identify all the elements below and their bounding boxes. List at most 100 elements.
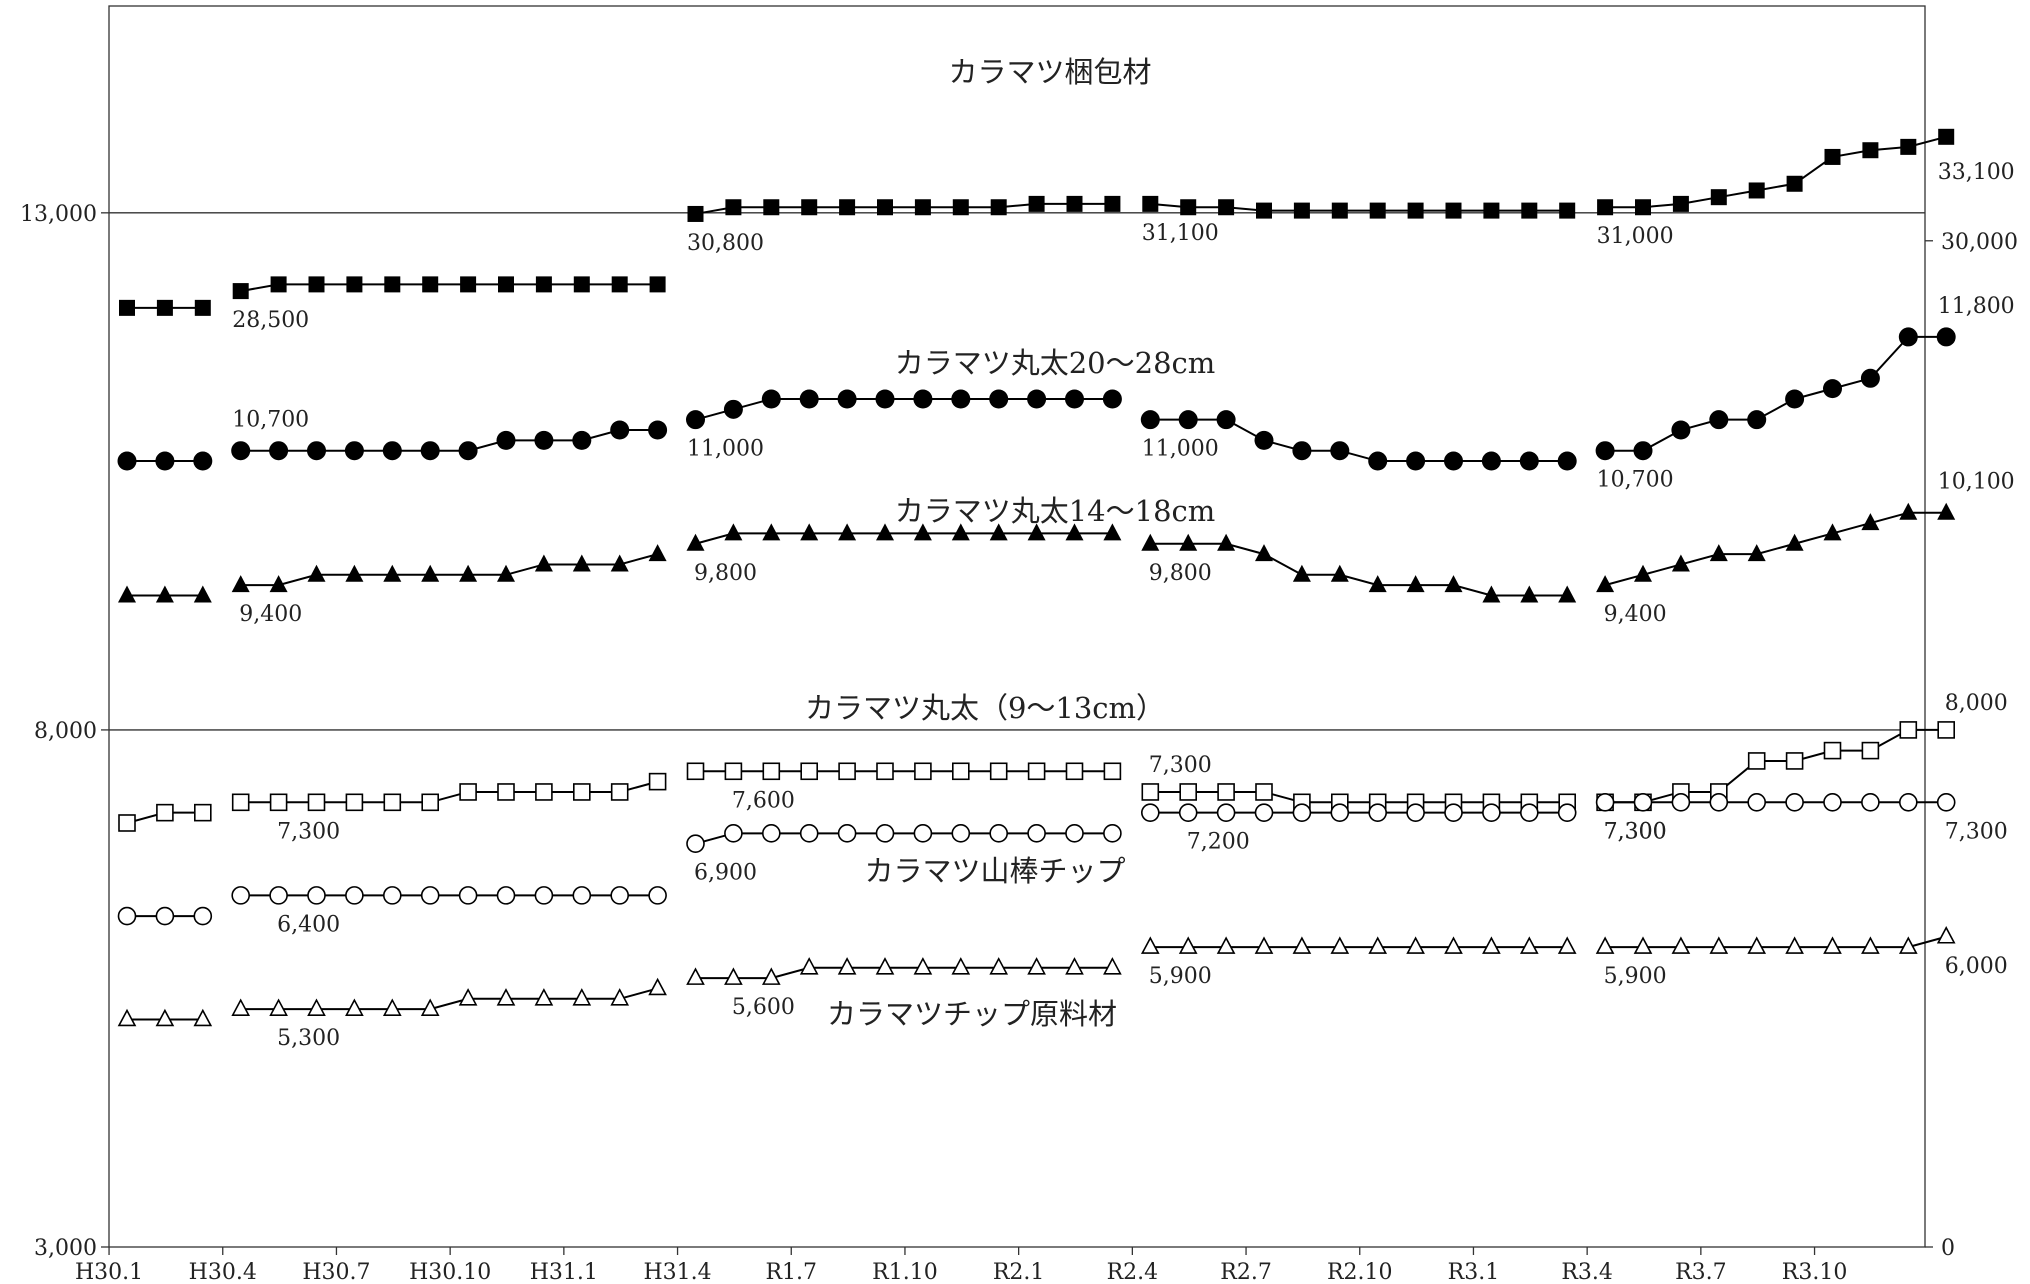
data-point xyxy=(913,957,933,975)
data-point xyxy=(686,967,705,985)
data-point xyxy=(1406,936,1425,954)
data-point xyxy=(1444,803,1463,822)
data-point xyxy=(990,199,1007,216)
data-point xyxy=(1255,544,1273,562)
data-point xyxy=(1747,752,1766,770)
data-point xyxy=(117,906,137,926)
data-point xyxy=(194,803,212,822)
data-point xyxy=(1330,936,1350,954)
data-point xyxy=(1444,936,1463,954)
data-label: 33,100 xyxy=(1938,160,2015,185)
data-point xyxy=(1862,142,1879,159)
data-point xyxy=(800,523,819,541)
data-point xyxy=(648,544,667,562)
data-label: 5,300 xyxy=(277,1026,340,1051)
data-point xyxy=(951,389,971,409)
data-point xyxy=(573,276,590,293)
data-point xyxy=(799,824,819,843)
data-label: 11,800 xyxy=(1938,294,2015,319)
data-point xyxy=(1292,803,1312,822)
data-label: 8,000 xyxy=(1945,691,2008,716)
data-point xyxy=(875,389,895,409)
data-point xyxy=(1633,793,1653,812)
data-point xyxy=(269,793,288,812)
data-point xyxy=(648,886,667,905)
data-point xyxy=(344,441,364,461)
left-axis-tick-label: 8,000 xyxy=(34,719,97,744)
series-line xyxy=(695,532,1113,545)
data-point xyxy=(1368,803,1387,822)
data-point xyxy=(1027,523,1046,541)
data-point xyxy=(1899,793,1918,812)
data-point xyxy=(1407,202,1424,219)
data-point xyxy=(762,762,781,781)
data-point xyxy=(1103,957,1122,975)
data-point xyxy=(1103,824,1122,843)
data-point xyxy=(270,276,287,293)
data-point xyxy=(837,824,857,843)
data-point xyxy=(1483,202,1500,219)
data-point xyxy=(1254,803,1274,822)
data-point xyxy=(723,399,743,419)
data-label: 7,300 xyxy=(1149,753,1212,778)
data-point xyxy=(989,824,1009,843)
data-point xyxy=(1027,957,1046,975)
data-point xyxy=(610,988,630,1006)
data-point xyxy=(648,420,668,440)
data-point xyxy=(913,389,933,409)
data-point xyxy=(1785,533,1804,551)
data-point xyxy=(1141,783,1160,801)
data-point xyxy=(1635,199,1651,216)
data-point xyxy=(1633,441,1653,461)
data-point xyxy=(801,199,818,216)
data-point xyxy=(534,430,554,450)
data-point xyxy=(1066,195,1083,212)
series-line xyxy=(1605,728,1947,804)
data-point xyxy=(1027,762,1046,781)
data-point xyxy=(118,585,136,603)
data-point xyxy=(458,988,478,1006)
data-point xyxy=(875,824,895,843)
data-label: 6,400 xyxy=(277,912,340,937)
series-name-label: カラマツチップ原料材 xyxy=(827,997,1117,1031)
data-point xyxy=(382,441,402,461)
x-axis-tick-label: R1.10 xyxy=(872,1260,938,1284)
data-point xyxy=(1178,803,1198,822)
data-point xyxy=(269,575,288,593)
data-point xyxy=(1785,752,1804,770)
data-point xyxy=(724,523,743,541)
data-point xyxy=(1217,783,1235,801)
data-point xyxy=(1671,793,1691,812)
series-line xyxy=(240,987,658,1011)
data-label: 5,600 xyxy=(732,995,795,1020)
x-axis-tick-label: R2.1 xyxy=(993,1260,1045,1284)
data-point xyxy=(534,554,553,572)
data-point xyxy=(307,886,326,905)
data-point xyxy=(1671,936,1691,954)
data-point xyxy=(1369,202,1386,219)
data-point xyxy=(307,564,326,582)
data-point xyxy=(1368,575,1387,593)
data-point xyxy=(345,886,364,905)
data-label: 31,000 xyxy=(1597,224,1674,249)
x-axis-tick-label: R3.1 xyxy=(1448,1260,1500,1284)
data-point xyxy=(1785,793,1804,812)
data-point xyxy=(1748,182,1765,199)
data-point xyxy=(1406,451,1426,471)
data-point xyxy=(497,564,515,582)
data-point xyxy=(1709,936,1729,954)
data-point xyxy=(1823,379,1842,399)
data-point xyxy=(155,451,175,471)
data-point xyxy=(1597,199,1614,216)
data-point xyxy=(837,957,857,975)
data-point xyxy=(1217,533,1236,551)
data-point xyxy=(1103,523,1122,541)
data-point xyxy=(460,276,477,293)
data-point xyxy=(1368,451,1388,471)
data-point xyxy=(232,283,249,300)
series-line xyxy=(695,966,1113,980)
data-point xyxy=(761,824,781,843)
data-point xyxy=(459,564,478,582)
data-point xyxy=(535,276,552,293)
data-point xyxy=(951,824,971,843)
